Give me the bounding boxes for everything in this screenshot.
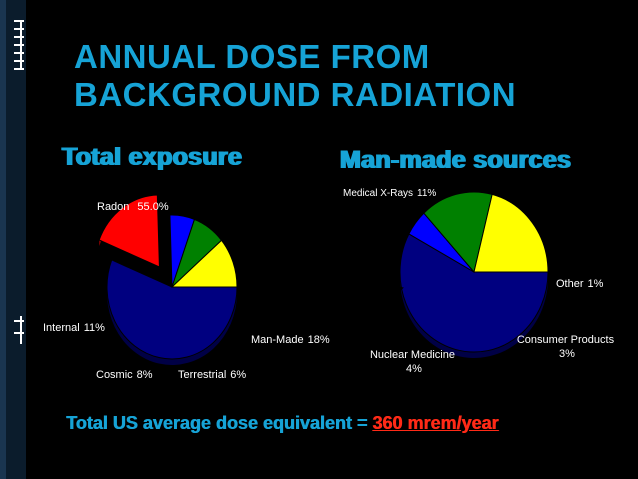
title-line-2: BACKGROUND RADIATION: [74, 76, 517, 113]
man-made-slice-consumer-products: [423, 191, 493, 274]
decorative-sidebar: [0, 0, 26, 479]
chart-1-title: Total exposure: [62, 143, 243, 171]
total-exposure-slice-radon: [106, 259, 238, 360]
man-made-pie: [399, 191, 549, 359]
total-exposure-slice-man-made: [98, 194, 160, 268]
man-made-slice-medical-x-rays: [399, 233, 549, 353]
title-line-1: ANNUAL DOSE FROM: [74, 38, 430, 75]
label-radon: Radon 55.0%: [97, 201, 169, 213]
label-consumer-products: Consumer Products 3%: [517, 334, 617, 360]
footer-highlight: 360 mrem/year: [372, 413, 499, 433]
footer-text: Total US average dose equivalent =: [66, 413, 373, 433]
footer-summary: Total US average dose equivalent = 360 m…: [66, 412, 626, 434]
man-made-slice-nuclear-medicine: [473, 193, 549, 273]
page-title: ANNUAL DOSE FROM BACKGROUND RADIATION: [74, 38, 614, 114]
total-exposure-slice-internal: [170, 239, 238, 288]
total-exposure-pie: [98, 194, 238, 365]
chart-2-title: Man-made sources: [340, 146, 572, 174]
label-internal: Internal 11%: [43, 322, 105, 334]
label-man-made: Man-Made 18%: [251, 334, 330, 346]
label-other: Other 1%: [556, 278, 604, 290]
label-cosmic: Cosmic 8%: [96, 369, 153, 381]
connector-arrow: [244, 283, 404, 324]
label-medical-xrays: Medical X-Rays 11%: [343, 188, 436, 199]
label-nuclear-medicine: Nuclear Medicine 4%: [370, 349, 458, 375]
label-terrestrial: Terrestrial 6%: [178, 369, 246, 381]
